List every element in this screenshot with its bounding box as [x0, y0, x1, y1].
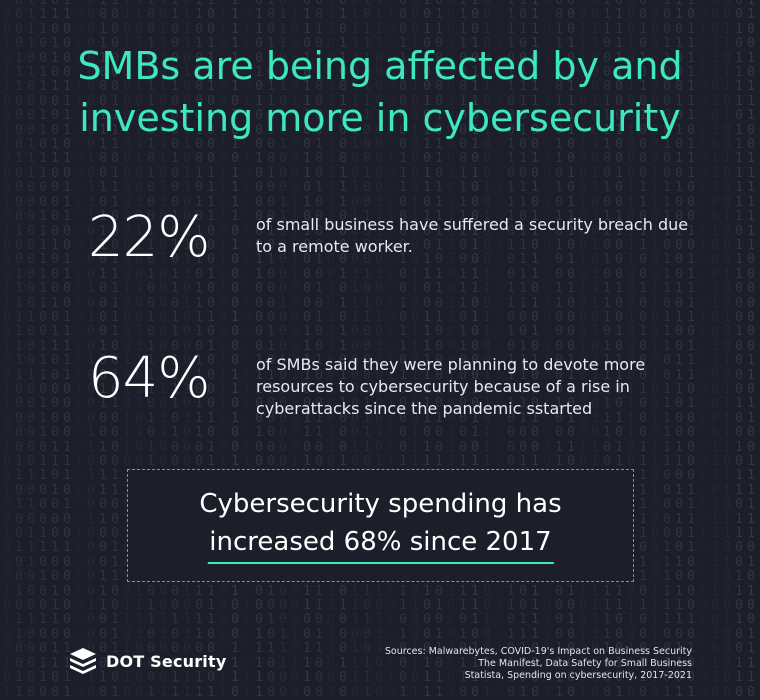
binary-column: 0 0 0 0 0 1 0 0 1 0 0 0 1 1 1 0 1 1 0 0 … [651, 0, 659, 700]
binary-column: 1 1 0 1 1 0 0 0 0 0 0 0 0 0 0 0 0 0 0 0 … [123, 0, 131, 700]
binary-column: 1 0 1 1 1 1 1 1 1 0 1 1 1 0 0 0 1 0 1 1 … [687, 0, 695, 700]
binary-column: 0 0 0 0 1 1 1 0 0 0 0 1 0 0 0 0 1 0 0 1 … [15, 0, 23, 700]
stat-1-percent: 22% [88, 205, 210, 270]
binary-column: 1 1 1 1 0 1 0 0 0 0 1 1 1 0 0 0 0 0 0 0 … [27, 0, 35, 700]
source-line-2: The Manifest, Data Safety for Small Busi… [478, 657, 692, 669]
stat-1-text: of small business have suffered a securi… [256, 215, 689, 256]
binary-column: 1 1 1 1 1 0 1 0 1 0 1 0 1 1 1 1 0 1 0 0 … [231, 0, 239, 700]
binary-column: 0 0 0 0 0 0 0 0 0 0 0 1 0 1 1 1 0 1 0 0 … [87, 0, 95, 700]
binary-column: 0 1 0 1 1 0 1 0 0 0 1 1 0 0 0 0 0 1 0 0 … [51, 0, 59, 700]
binary-column: 1 0 0 0 0 0 0 1 1 1 1 0 1 1 1 0 0 0 1 1 … [111, 0, 119, 700]
title-line-1: SMBs are being affected by and [77, 44, 683, 88]
binary-column: 1 0 0 1 1 0 0 0 0 0 1 0 0 1 1 1 1 0 1 1 … [663, 0, 671, 700]
title-line-2: investing more in cybersecurity [79, 96, 681, 140]
binary-column: 0 0 1 0 1 1 1 1 0 1 1 1 1 1 1 1 0 1 1 1 … [735, 0, 743, 700]
binary-column: 0 0 1 1 1 1 0 1 1 0 1 1 0 1 0 1 0 1 0 0 … [555, 0, 563, 700]
stacked-layers-icon [70, 648, 96, 674]
source-line-1: Sources: Malwarebytes, COVID-19's Impact… [384, 646, 692, 657]
binary-column: 1 1 1 0 0 1 1 0 1 1 0 1 1 0 0 1 1 1 1 1 … [39, 0, 47, 700]
binary-column: 1 0 1 1 1 0 0 0 1 1 1 0 0 1 0 1 1 1 0 1 … [99, 0, 107, 700]
source-line-3: Statista, Spending on cybersecurity, 201… [464, 669, 692, 681]
binary-column: 0 1 1 1 0 1 0 0 1 0 1 0 1 1 0 0 0 1 1 1 … [183, 0, 191, 700]
binary-column: 1 1 0 0 1 0 1 1 1 0 0 1 1 1 1 1 1 1 0 0 … [747, 0, 755, 700]
logo-text: DOT Security [106, 651, 227, 671]
binary-column: 1 1 0 1 0 0 0 1 0 1 0 1 0 1 0 0 1 0 0 0 … [675, 0, 683, 700]
dot-security-logo: DOT Security [68, 646, 226, 676]
binary-column: 0 0 0 1 1 1 0 1 0 1 0 1 1 1 0 0 1 0 0 0 … [711, 0, 719, 700]
callout-line-2-highlight: increased 68% since 2017 [207, 526, 554, 564]
callout-line-1: Cybersecurity spending has [199, 489, 562, 519]
binary-column: 1 1 0 0 0 0 1 1 1 1 0 1 0 1 1 1 0 0 1 1 … [63, 0, 71, 700]
binary-column: 1 1 0 0 0 0 0 0 0 0 0 1 0 0 1 1 0 0 0 1 … [385, 0, 397, 700]
binary-column: 0 0 1 0 1 1 0 0 0 0 1 0 0 1 0 0 0 0 1 0 … [315, 0, 323, 700]
stat-2-text: of SMBs said they were planning to devot… [256, 355, 646, 418]
binary-column: 1 0 1 0 1 0 0 1 0 1 1 0 1 1 0 1 0 0 1 1 … [423, 0, 431, 700]
binary-column: 0 0 1 1 0 1 1 0 1 0 0 1 0 0 0 1 0 0 0 1 … [723, 0, 731, 700]
binary-column: 1 1 1 1 0 1 1 1 1 0 0 1 0 1 0 1 1 0 1 1 … [531, 0, 539, 700]
binary-column: 0 0 1 0 1 0 1 0 1 0 0 0 0 1 1 0 1 1 0 0 … [639, 0, 647, 700]
binary-column: 1 0 1 0 0 1 1 1 0 1 0 1 0 1 1 0 1 1 1 1 … [519, 0, 527, 700]
page-title: SMBs are being affected by and investing… [0, 40, 760, 144]
binary-column: 0 0 0 1 1 0 1 1 0 0 0 0 0 0 1 0 0 0 0 1 … [73, 0, 85, 700]
spending-callout-box: Cybersecurity spending has increased 68%… [127, 469, 634, 582]
binary-column: 0 0 0 1 0 1 1 0 0 1 1 0 0 0 1 0 1 0 0 0 … [3, 0, 11, 700]
binary-column: 0 0 0 1 0 1 1 0 0 1 0 0 0 1 1 0 1 1 1 0 … [627, 0, 635, 700]
stat-2-percent: 64% [88, 346, 210, 411]
sources-list: Sources: Malwarebytes, COVID-19's Impact… [372, 646, 692, 681]
